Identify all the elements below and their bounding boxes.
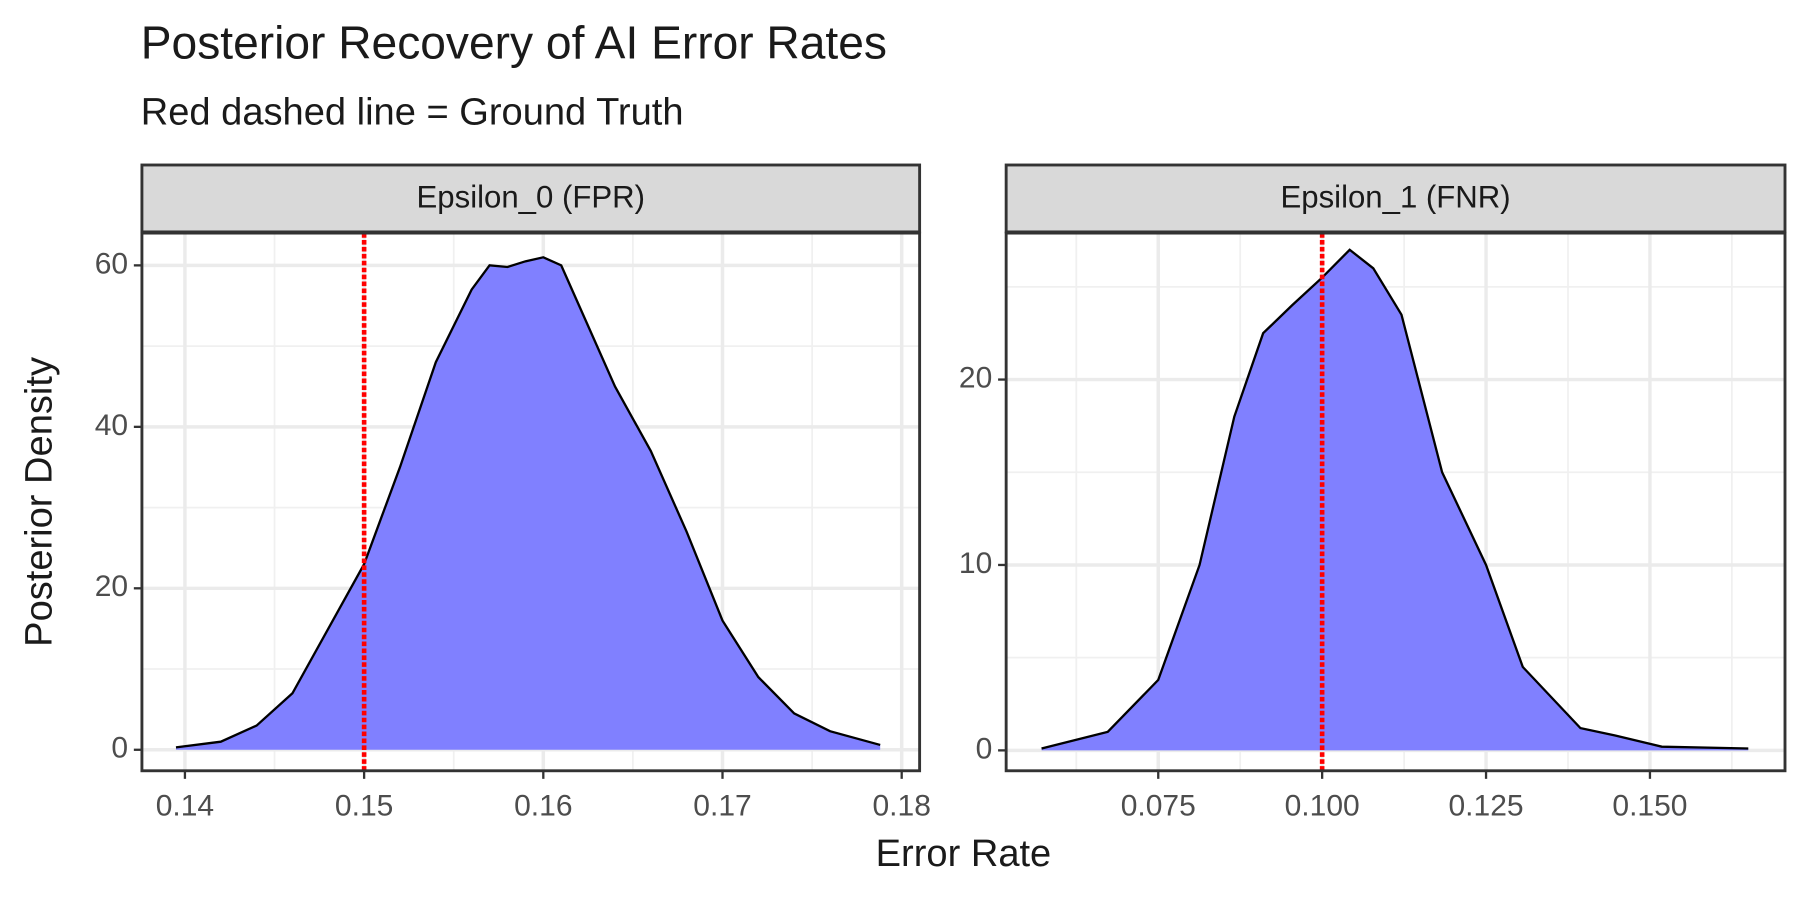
density-line	[1041, 248, 1749, 750]
chart-subtitle: Red dashed line = Ground Truth	[141, 91, 684, 133]
x-tick-label: 0.16	[514, 790, 572, 823]
density-area	[1041, 249, 1749, 751]
density-line	[175, 256, 881, 749]
y-tick-label: 0	[976, 732, 993, 765]
y-tick-label: 60	[95, 247, 128, 280]
y-tick-label: 20	[95, 570, 128, 603]
x-tick-label: 0.125	[1449, 790, 1524, 823]
strip-label: Epsilon_0 (FPR)	[417, 179, 645, 214]
y-tick-label: 10	[959, 547, 992, 580]
x-tick-label: 0.14	[156, 790, 214, 823]
x-tick-label: 0.17	[693, 790, 751, 823]
x-tick-label: 0.150	[1612, 790, 1687, 823]
x-tick-label: 0.075	[1121, 790, 1196, 823]
strip-background	[140, 163, 922, 234]
x-tick-label: 0.15	[335, 790, 393, 823]
strip-label: Epsilon_1 (FNR)	[1280, 179, 1510, 214]
y-tick-label: 40	[95, 409, 128, 442]
strip-background	[1004, 163, 1787, 234]
y-tick-label: 20	[959, 361, 992, 394]
y-axis-title: Posterior Density	[19, 357, 61, 647]
x-tick-label: 0.18	[873, 790, 931, 823]
x-axis-title: Error Rate	[876, 833, 1052, 875]
y-tick-label: 0	[111, 732, 128, 765]
density-area	[175, 257, 881, 750]
chart-title: Posterior Recovery of AI Error Rates	[141, 16, 887, 68]
x-tick-label: 0.100	[1285, 790, 1360, 823]
